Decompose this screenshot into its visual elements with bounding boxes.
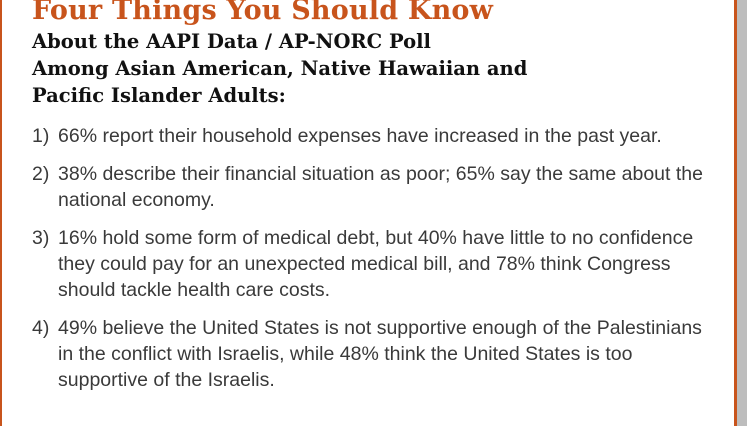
accent-border-right <box>734 0 737 426</box>
finding-number: 1) <box>32 125 50 147</box>
finding-number: 3) <box>32 227 50 249</box>
finding-item: 1) 66% report their household expenses h… <box>32 123 722 149</box>
subtitle-line: Pacific Islander Adults: <box>32 84 286 107</box>
finding-text: 66% report their household expenses have… <box>58 125 662 147</box>
page-title: Four Things You Should Know <box>32 0 494 26</box>
content-area: Four Things You Should Know About the AA… <box>32 0 722 405</box>
findings-list: 1) 66% report their household expenses h… <box>32 123 722 393</box>
finding-text: 38% describe their financial situation a… <box>58 163 703 211</box>
page-margin <box>737 0 747 426</box>
finding-text: 49% believe the United States is not sup… <box>58 317 702 391</box>
finding-text: 16% hold some form of medical debt, but … <box>58 227 694 301</box>
subtitle-line: About the AAPI Data / AP-NORC Poll <box>32 30 431 53</box>
page-subtitle: About the AAPI Data / AP-NORC Poll Among… <box>32 28 722 109</box>
finding-item: 2) 38% describe their financial situatio… <box>32 161 722 213</box>
finding-item: 4) 49% believe the United States is not … <box>32 315 722 393</box>
finding-item: 3) 16% hold some form of medical debt, b… <box>32 225 722 303</box>
finding-number: 4) <box>32 317 50 339</box>
subtitle-line: Among Asian American, Native Hawaiian an… <box>32 57 528 80</box>
finding-number: 2) <box>32 163 50 185</box>
